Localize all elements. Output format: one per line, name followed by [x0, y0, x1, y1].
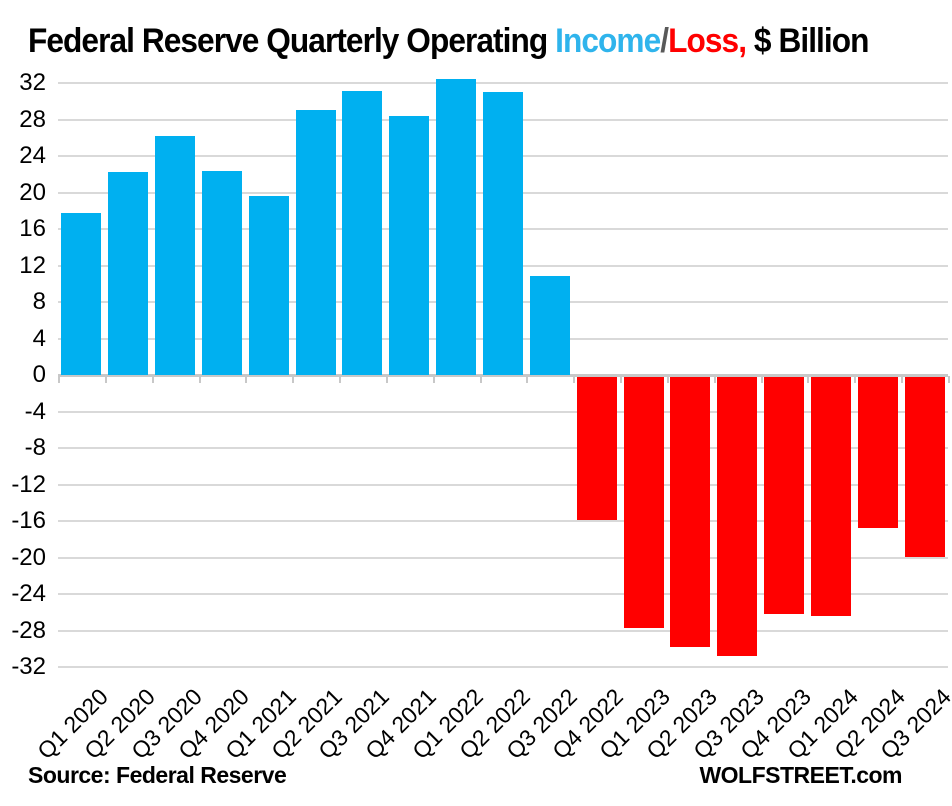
y-axis-tick-label: -28 [11, 617, 46, 644]
income-bar [202, 171, 242, 375]
x-axis-line [58, 374, 948, 377]
income-bar [389, 116, 429, 375]
source-note: Source: Federal Reserve [28, 762, 287, 788]
loss-bar [811, 377, 851, 616]
gridline [58, 666, 948, 668]
x-axis-tick [526, 376, 528, 383]
loss-bar [577, 377, 617, 520]
y-axis-tick-label: 28 [19, 106, 46, 133]
x-axis-tick [480, 376, 482, 383]
x-axis-tick [667, 376, 669, 383]
x-axis-tick [105, 376, 107, 383]
income-bar [436, 79, 476, 375]
y-axis-tick-label: 32 [19, 69, 46, 96]
income-bar [249, 196, 289, 375]
title-text-main: Federal Reserve Quarterly Operating [28, 22, 556, 60]
x-axis-tick [339, 376, 341, 383]
x-axis-tick [573, 376, 575, 383]
x-axis-tick [58, 376, 60, 383]
x-axis-tick [386, 376, 388, 383]
loss-bar [764, 377, 804, 614]
loss-bar [858, 377, 898, 528]
y-axis-tick-label: 20 [19, 179, 46, 206]
loss-bar [670, 377, 710, 647]
x-axis-tick [761, 376, 763, 383]
title-text-slash: / [660, 22, 669, 60]
y-axis-tick-label: 8 [32, 288, 46, 315]
income-bar [108, 172, 148, 375]
loss-bar [624, 377, 664, 628]
y-axis-tick-label: 24 [19, 142, 46, 169]
x-axis-tick [901, 376, 903, 383]
y-axis-tick-label: -24 [11, 580, 46, 607]
gridline [58, 411, 948, 413]
title-text-income: Income [555, 22, 661, 60]
gridline [58, 447, 948, 449]
y-axis-tick-label: -8 [24, 434, 46, 461]
y-axis-tick-label: 4 [32, 325, 46, 352]
income-bar [483, 92, 523, 375]
income-bar [61, 213, 101, 375]
y-axis-tick-label: 0 [32, 361, 46, 388]
x-axis-tick [199, 376, 201, 383]
gridline [58, 630, 948, 632]
gridline [58, 557, 948, 559]
chart-title: Federal Reserve Quarterly Operating Inco… [28, 22, 869, 61]
income-bar [530, 276, 570, 375]
gridline [58, 484, 948, 486]
y-axis-tick-label: -20 [11, 544, 46, 571]
x-axis-tick [620, 376, 622, 383]
brand-watermark: WOLFSTREET.com [699, 762, 902, 788]
y-axis-tick-label: -16 [11, 507, 46, 534]
y-axis-tick-label: -4 [24, 398, 46, 425]
x-axis-tick [245, 376, 247, 383]
y-axis-tick-label: 12 [19, 252, 46, 279]
x-axis-tick [854, 376, 856, 383]
title-text-loss: Loss, [668, 22, 747, 60]
gridline [58, 520, 948, 522]
y-axis-tick-label: 16 [19, 215, 46, 242]
x-axis-tick [807, 376, 809, 383]
income-bar [155, 136, 195, 375]
x-axis-tick [433, 376, 435, 383]
x-axis-tick [948, 376, 950, 383]
title-text-suffix: $ Billion [746, 22, 870, 60]
income-bar [296, 110, 336, 375]
y-axis-tick-label: -32 [11, 653, 46, 680]
income-bar [342, 91, 382, 375]
y-axis-tick-label: -12 [11, 471, 46, 498]
gridline [58, 82, 948, 84]
gridline [58, 593, 948, 595]
loss-bar [905, 377, 945, 557]
x-axis-tick [714, 376, 716, 383]
x-axis-tick [152, 376, 154, 383]
x-axis-tick [292, 376, 294, 383]
loss-bar [717, 377, 757, 656]
